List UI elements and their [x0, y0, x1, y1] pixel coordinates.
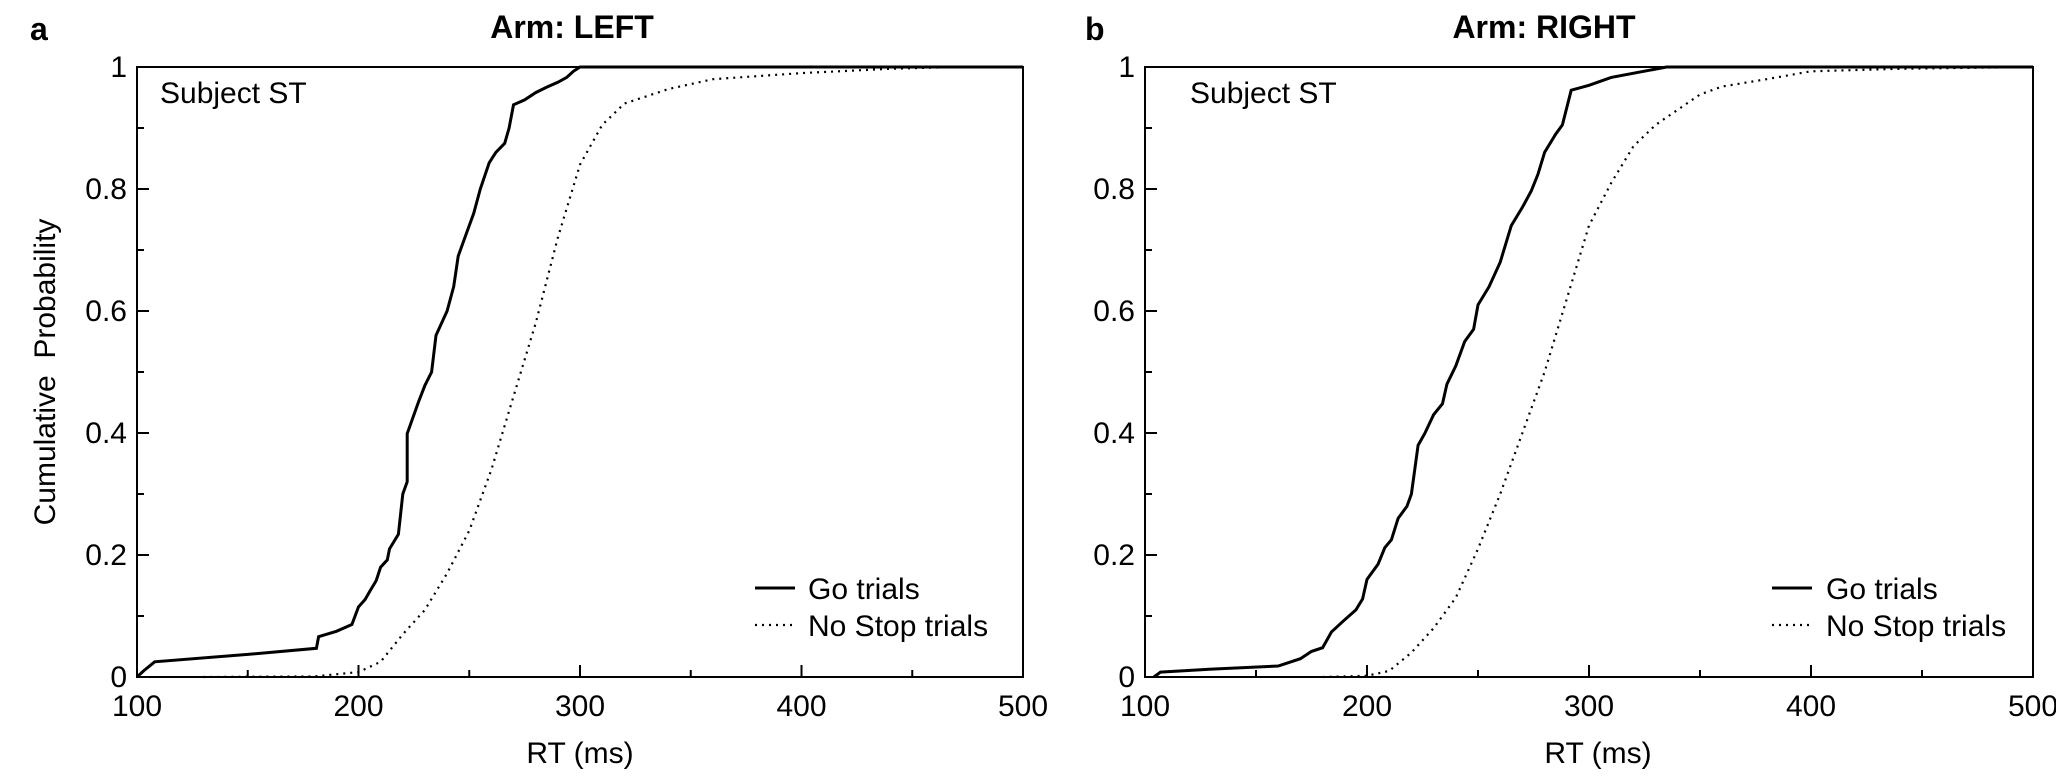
- panel-label: b: [1085, 11, 1105, 47]
- legend: Go trials No Stop trials: [1772, 573, 2006, 643]
- x-tick-label: 500: [998, 690, 1048, 723]
- x-tick-label: 200: [1342, 690, 1392, 723]
- x-tick-label: 100: [112, 690, 162, 723]
- x-tick-label: 200: [333, 690, 383, 723]
- x-tick-label: 300: [1564, 690, 1614, 723]
- tick-marks: [1144, 66, 2034, 678]
- y-tick-label: 0.2: [85, 539, 127, 572]
- x-tick-label: 400: [776, 690, 826, 723]
- y-tick-label: 0.6: [85, 295, 127, 328]
- legend: Go trials No Stop trials: [755, 573, 988, 643]
- subject-label: Subject ST: [1190, 77, 1337, 110]
- x-tick-label: 500: [2008, 690, 2056, 723]
- legend-go-label: Go trials: [1826, 573, 1938, 606]
- x-tick-labels: 100 200 300 400 500: [1120, 690, 2056, 723]
- x-tick-label: 400: [1786, 690, 1836, 723]
- legend-nostop-label: No Stop trials: [808, 610, 988, 643]
- y-tick-label: 0.8: [1093, 173, 1135, 206]
- tick-marks: [136, 66, 1024, 678]
- x-tick-labels: 100 200 300 400 500: [112, 690, 1048, 723]
- y-axis-label: Cumulative Probability: [29, 219, 62, 526]
- go-trials-line: [135, 65, 1023, 679]
- y-tick-label: 0: [110, 661, 127, 694]
- panel-a: a Arm: LEFT Cumulative Probability RT (m…: [29, 9, 1048, 770]
- chart-title: Arm: LEFT: [490, 9, 654, 45]
- y-tick-label: 0.4: [85, 417, 127, 450]
- legend-go-label: Go trials: [808, 573, 920, 606]
- x-tick-label: 100: [1120, 690, 1170, 723]
- chart-title: Arm: RIGHT: [1452, 9, 1636, 45]
- y-tick-labels: 0 0.2 0.4 0.6 0.8 1: [1093, 51, 1135, 694]
- go-trials-line: [1153, 65, 2033, 679]
- y-tick-label: 0.4: [1093, 417, 1135, 450]
- x-axis-label: RT (ms): [526, 737, 633, 770]
- subject-label: Subject ST: [160, 77, 307, 110]
- x-axis-label: RT (ms): [1544, 737, 1651, 770]
- panel-label: a: [30, 11, 48, 47]
- y-tick-label: 1: [110, 51, 127, 84]
- no-stop-trials-line: [1322, 65, 2034, 679]
- y-tick-label: 0.6: [1093, 295, 1135, 328]
- legend-nostop-label: No Stop trials: [1826, 610, 2006, 643]
- y-tick-label: 0: [1118, 661, 1135, 694]
- y-tick-label: 0.2: [1093, 539, 1135, 572]
- y-tick-label: 0.8: [85, 173, 127, 206]
- y-tick-labels: 0 0.2 0.4 0.6 0.8 1: [85, 51, 127, 694]
- panel-b: b Arm: RIGHT RT (ms) Subject ST 100 200 …: [1085, 9, 2056, 770]
- y-tick-label: 1: [1118, 51, 1135, 84]
- x-tick-label: 300: [555, 690, 605, 723]
